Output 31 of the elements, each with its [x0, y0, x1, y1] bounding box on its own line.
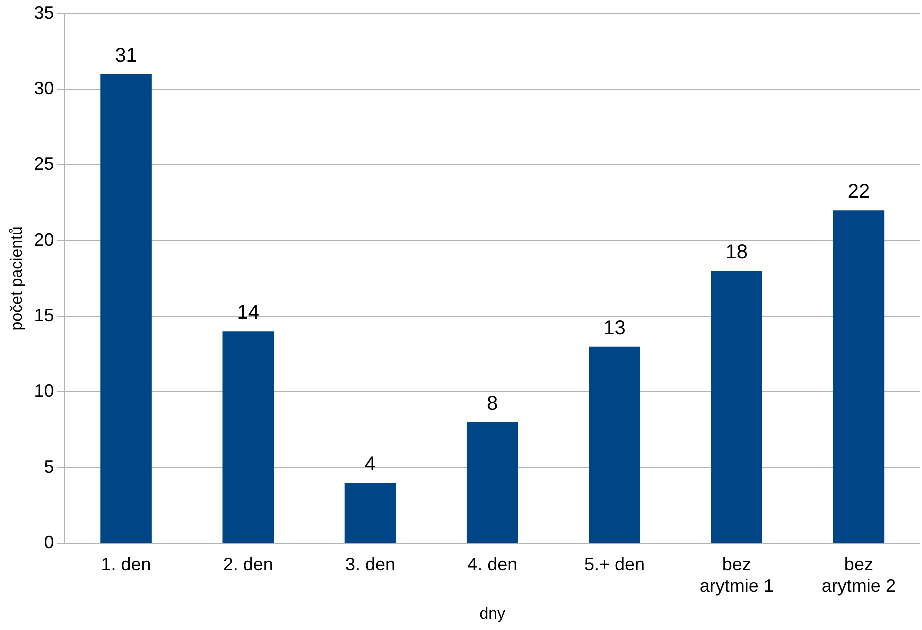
data-label: 31 [115, 44, 138, 67]
data-label: 13 [604, 317, 626, 340]
data-label: 14 [237, 302, 260, 324]
bar [466, 422, 518, 544]
bar [711, 271, 762, 544]
bar [833, 210, 885, 544]
y-tick-label: 25 [34, 154, 54, 174]
y-tick-label: 30 [34, 78, 54, 98]
x-tick-label: 5.+ den [584, 554, 646, 574]
bar [589, 346, 640, 544]
x-tick-label: 3. den [345, 554, 396, 574]
y-tick-label: 0 [44, 532, 54, 553]
data-label: 4 [364, 454, 376, 476]
x-tick-label: 4. den [468, 554, 518, 574]
bar [100, 74, 152, 544]
y-tick-label: 15 [34, 306, 54, 326]
y-axis-title: počet pacientů [9, 226, 26, 331]
x-tick-label: bez arytmie 1 [700, 554, 774, 596]
data-label: 22 [848, 181, 870, 204]
bar [222, 332, 274, 544]
y-tick-label: 5 [44, 456, 54, 477]
x-axis-title: dny [480, 606, 506, 623]
x-tick-label: bez arytmie 2 [822, 554, 896, 596]
data-label: 8 [487, 393, 498, 416]
y-tick-label: 35 [34, 2, 54, 23]
x-tick-label: 1. den [101, 554, 152, 574]
y-tick-label: 10 [34, 381, 54, 402]
bar [344, 483, 396, 544]
x-tick-label: 2. den [223, 554, 274, 574]
data-label: 18 [726, 242, 748, 264]
y-tick-label: 20 [34, 230, 54, 250]
